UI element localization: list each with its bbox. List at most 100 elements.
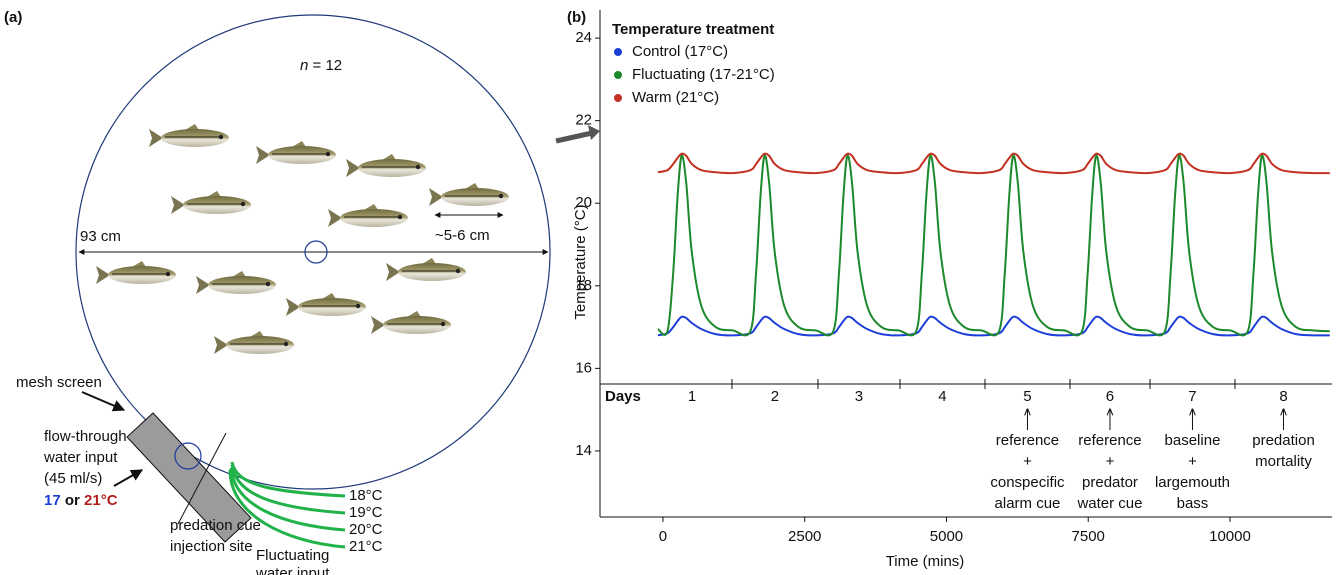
fish-eye — [283, 341, 289, 347]
fish-tail — [256, 146, 270, 164]
fish — [371, 311, 451, 334]
tubes — [228, 461, 346, 549]
fish-fin — [407, 311, 421, 317]
legend-label: Fluctuating (17-21°C) — [632, 66, 775, 83]
inflow-arrow — [113, 469, 144, 487]
panel-label: (b) — [567, 9, 586, 26]
panel-arrowhead — [588, 125, 600, 140]
legend-marker — [614, 71, 622, 79]
fish — [256, 141, 336, 164]
x-tick-label: 5000 — [930, 528, 963, 545]
fish-tail — [328, 209, 342, 227]
fish-body — [441, 188, 509, 206]
fish-tail — [214, 336, 228, 354]
fish-body — [161, 129, 229, 147]
injection-label: predation cue — [170, 517, 261, 534]
fish-tail — [286, 298, 300, 316]
temp-high: 21°C — [84, 492, 118, 509]
count-label: n = 12 — [300, 57, 342, 74]
drain — [304, 240, 328, 264]
x-tick-label: 0 — [659, 528, 667, 545]
injection-line — [177, 432, 227, 525]
fish-tail — [171, 196, 185, 214]
fish-body — [226, 336, 294, 354]
day-label: 5 — [1023, 388, 1031, 405]
fish-tail — [196, 276, 210, 294]
day-label: 2 — [771, 388, 779, 405]
fish-body — [268, 146, 336, 164]
fluct-label: Fluctuating — [256, 547, 329, 564]
temp-low: 17 — [44, 492, 61, 509]
x-tick-label: 10000 — [1209, 528, 1251, 545]
mesh-arrow — [81, 391, 126, 412]
mesh-label: mesh screen — [16, 374, 102, 391]
count-symbol: n — [300, 57, 308, 74]
panel-arrow — [555, 130, 593, 144]
fish-eye — [265, 281, 271, 287]
fish-body — [358, 159, 426, 177]
fish-eye — [397, 214, 403, 220]
series-line — [657, 154, 1330, 337]
temp-joiner: or — [61, 492, 84, 509]
fish-tail — [371, 316, 385, 334]
fish-fin — [364, 204, 378, 210]
tube — [230, 461, 346, 498]
series-line — [657, 152, 1330, 175]
scale-label: ~5-6 cm — [435, 227, 490, 244]
x-axis-label: Time (mins) — [886, 553, 965, 570]
tube-temp: 18°C — [349, 487, 383, 504]
inflow-line: (45 ml/s) — [44, 470, 102, 487]
fish-eye — [498, 193, 504, 199]
fish-tail — [429, 188, 443, 206]
note-line: baseline — [1165, 432, 1221, 449]
note-line: predator — [1082, 474, 1138, 491]
inflow-line: water input — [43, 449, 118, 466]
fish-tail — [386, 263, 400, 281]
day-label: 4 — [938, 388, 946, 405]
fish-tail — [149, 129, 163, 147]
note-line: + — [1188, 453, 1197, 470]
y-tick-label: 16 — [575, 359, 592, 376]
injection-label: injection site — [170, 538, 253, 555]
fish — [171, 191, 251, 214]
panel-label: (a) — [4, 9, 22, 26]
note-line: largemouth — [1155, 474, 1230, 491]
fish-eye — [165, 271, 171, 277]
legend-label: Control (17°C) — [632, 43, 728, 60]
fish-fin — [207, 191, 221, 197]
tube — [229, 467, 346, 532]
y-tick-label: 18 — [575, 277, 592, 294]
day-label: 1 — [688, 388, 696, 405]
fish-fin — [232, 271, 246, 277]
inflow-temps: 17 or 21°C — [44, 492, 118, 509]
fish-group — [96, 124, 509, 354]
day-label: 7 — [1188, 388, 1196, 405]
day-label: 3 — [855, 388, 863, 405]
fish-fin — [422, 258, 436, 264]
tube — [230, 464, 346, 515]
note-line: reference — [996, 432, 1059, 449]
day-label: 8 — [1279, 388, 1287, 405]
note-line: conspecific — [990, 474, 1065, 491]
tube-temp: 21°C — [349, 538, 383, 555]
legend-title: Temperature treatment — [612, 21, 774, 38]
fish — [429, 183, 509, 206]
fish-eye — [325, 151, 331, 157]
note-line: predation — [1252, 432, 1315, 449]
fish-fin — [465, 183, 479, 189]
fish-body — [108, 266, 176, 284]
y-tick-label: 14 — [575, 442, 592, 459]
tube-temp: 20°C — [349, 521, 383, 538]
fish — [328, 204, 408, 227]
diameter-label: 93 cm — [80, 228, 121, 245]
fish-eye — [455, 268, 461, 274]
fish — [149, 124, 229, 147]
fish-fin — [382, 154, 396, 160]
note-line: alarm cue — [995, 495, 1061, 512]
note-line: + — [1023, 453, 1032, 470]
fish-eye — [440, 321, 446, 327]
fish-body — [398, 263, 466, 281]
fish-fin — [292, 141, 306, 147]
